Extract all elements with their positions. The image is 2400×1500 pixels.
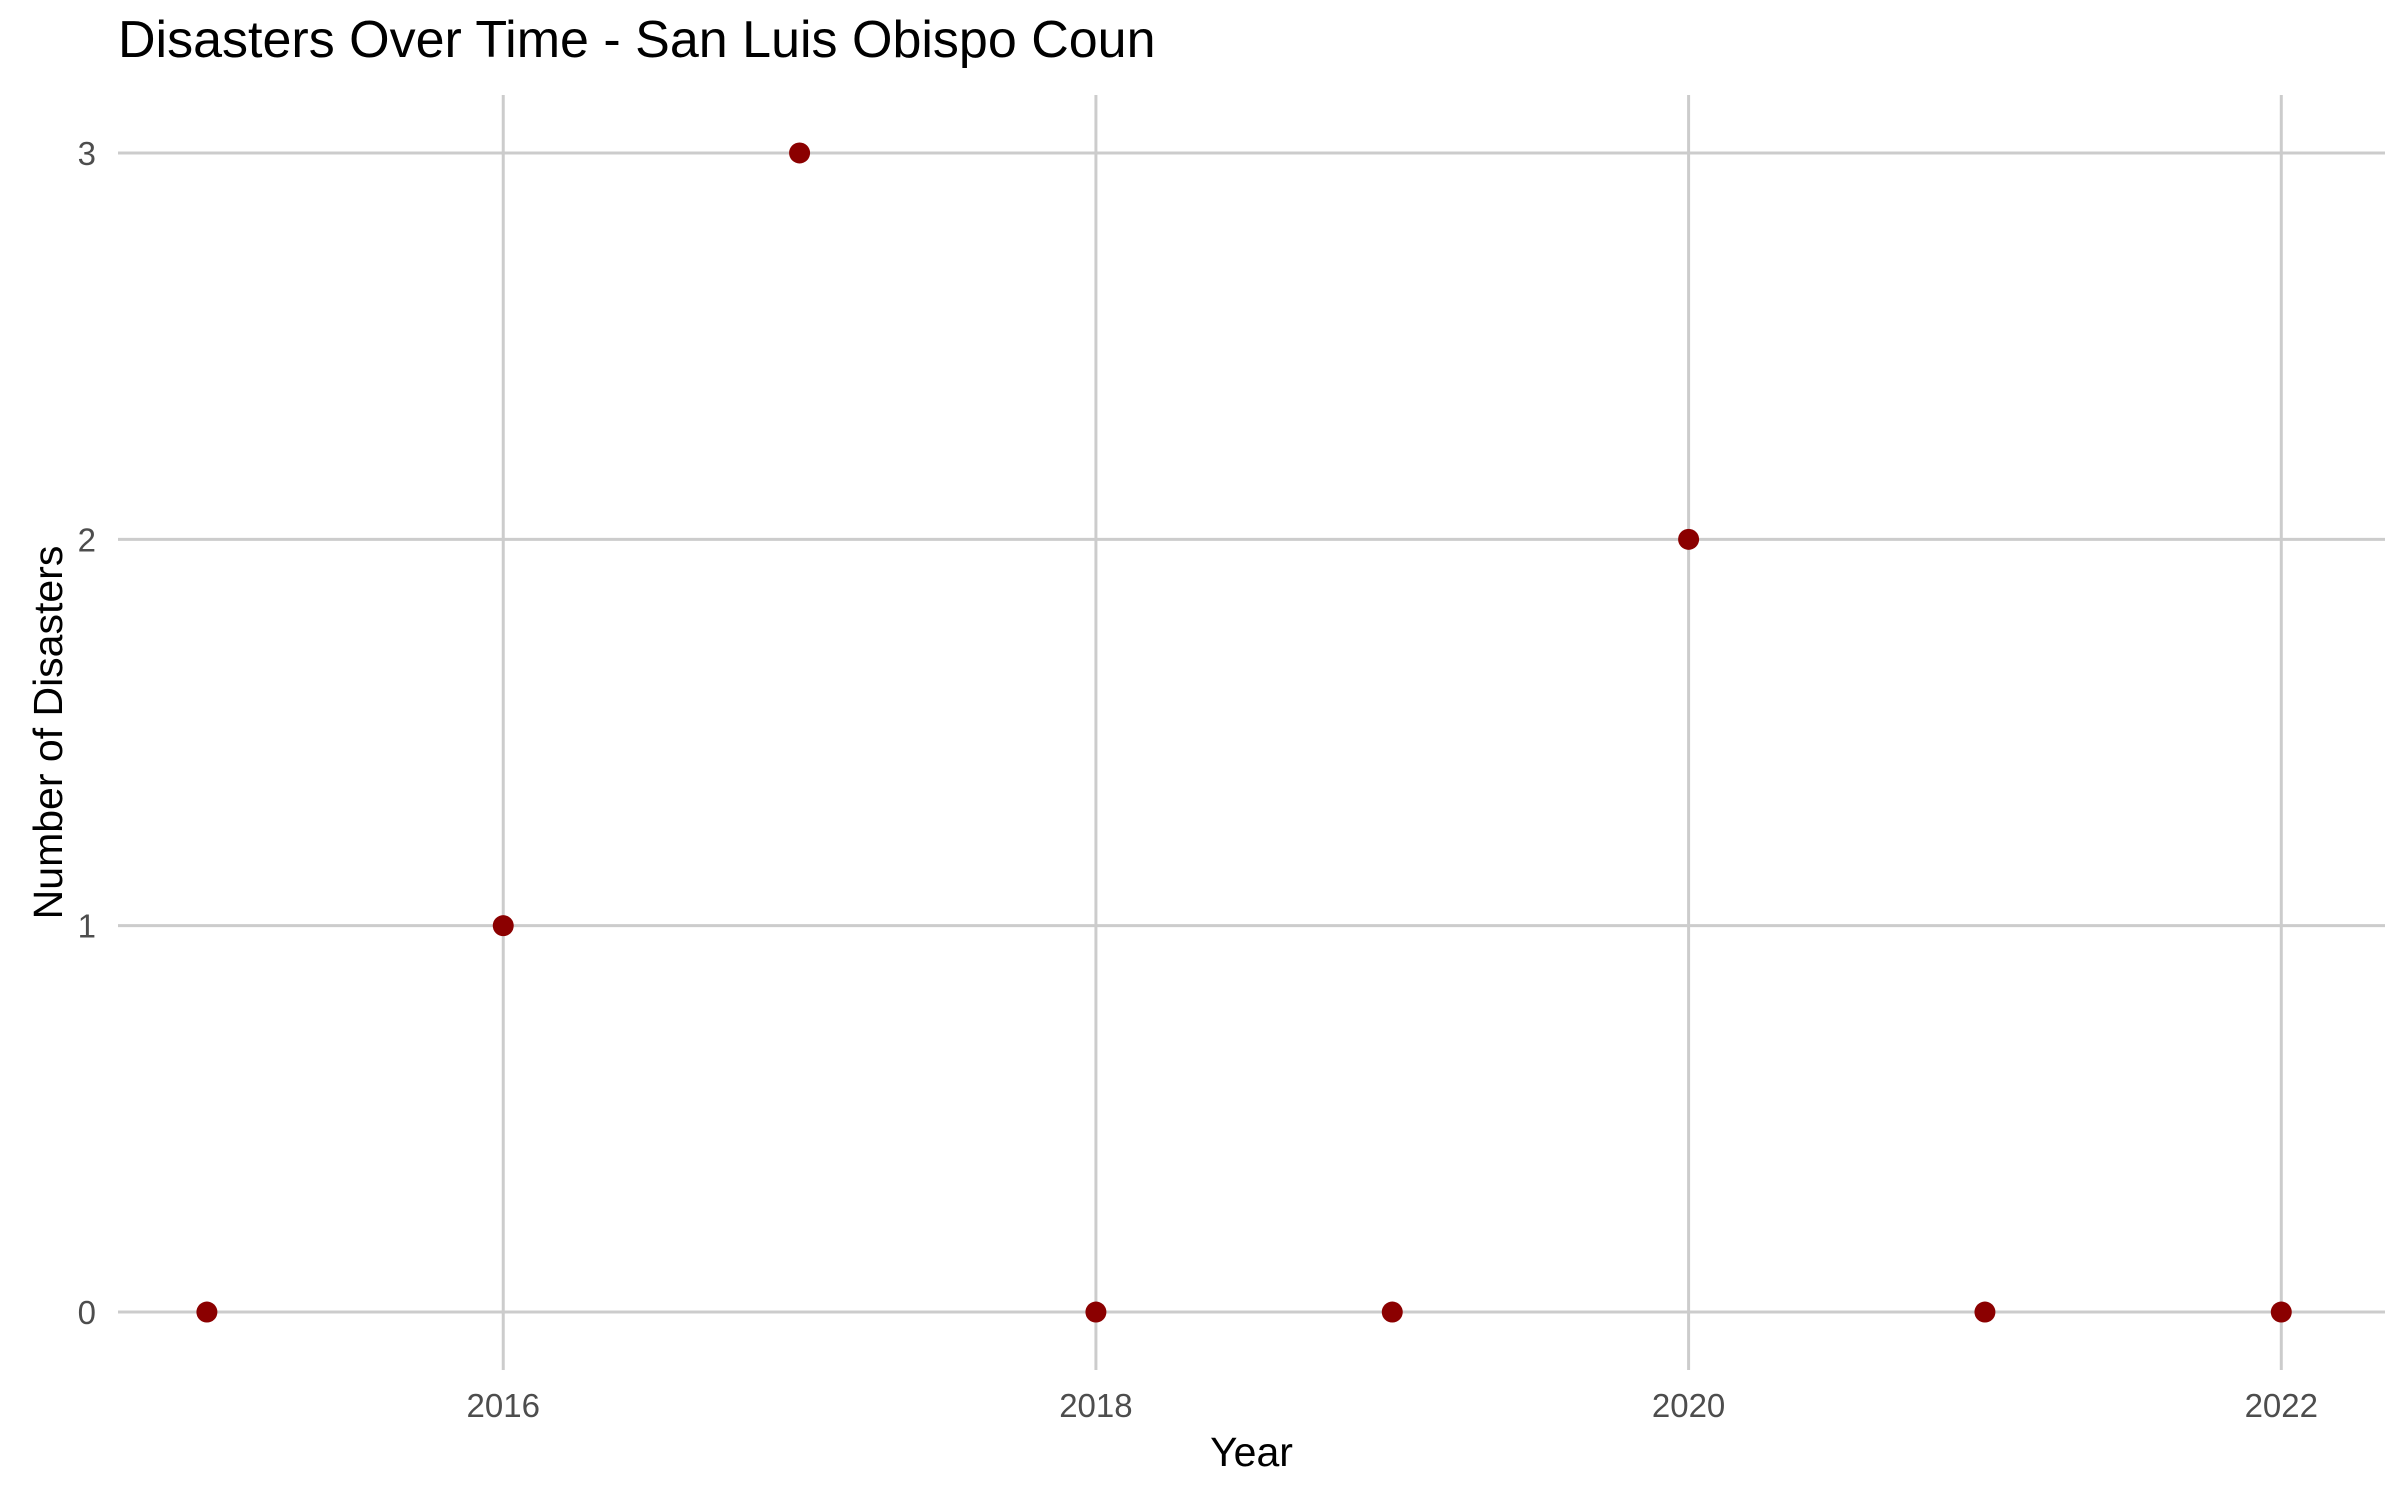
x-tick-label-2016: 2016 bbox=[467, 1387, 540, 1424]
y-tick-label-3: 3 bbox=[78, 135, 96, 172]
data-point-2021 bbox=[1974, 1301, 1996, 1323]
data-point-2016 bbox=[492, 915, 514, 937]
chart-title: Disasters Over Time - San Luis Obispo Co… bbox=[118, 11, 1156, 69]
data-point-2017 bbox=[789, 142, 811, 164]
x-tick-label-2022: 2022 bbox=[2245, 1387, 2318, 1424]
data-point-2018 bbox=[1085, 1301, 1107, 1323]
y-tick-label-2: 2 bbox=[78, 521, 96, 558]
y-tick-label-1: 1 bbox=[78, 908, 96, 945]
data-point-2015 bbox=[196, 1301, 218, 1323]
data-point-2020 bbox=[1678, 528, 1700, 550]
y-axis-title: Number of Disasters bbox=[25, 546, 71, 920]
data-point-2019 bbox=[1381, 1301, 1403, 1323]
x-tick-label-2018: 2018 bbox=[1059, 1387, 1132, 1424]
x-axis-title: Year bbox=[1210, 1429, 1293, 1475]
data-points bbox=[196, 142, 2292, 1323]
x-tick-label-2020: 2020 bbox=[1652, 1387, 1725, 1424]
data-point-2022 bbox=[2270, 1301, 2292, 1323]
y-tick-labels: 0 1 2 3 bbox=[78, 135, 96, 1331]
y-tick-label-0: 0 bbox=[78, 1294, 96, 1331]
grid-lines bbox=[118, 95, 2385, 1370]
x-tick-labels: 2016 2018 2020 2022 bbox=[467, 1387, 2318, 1424]
